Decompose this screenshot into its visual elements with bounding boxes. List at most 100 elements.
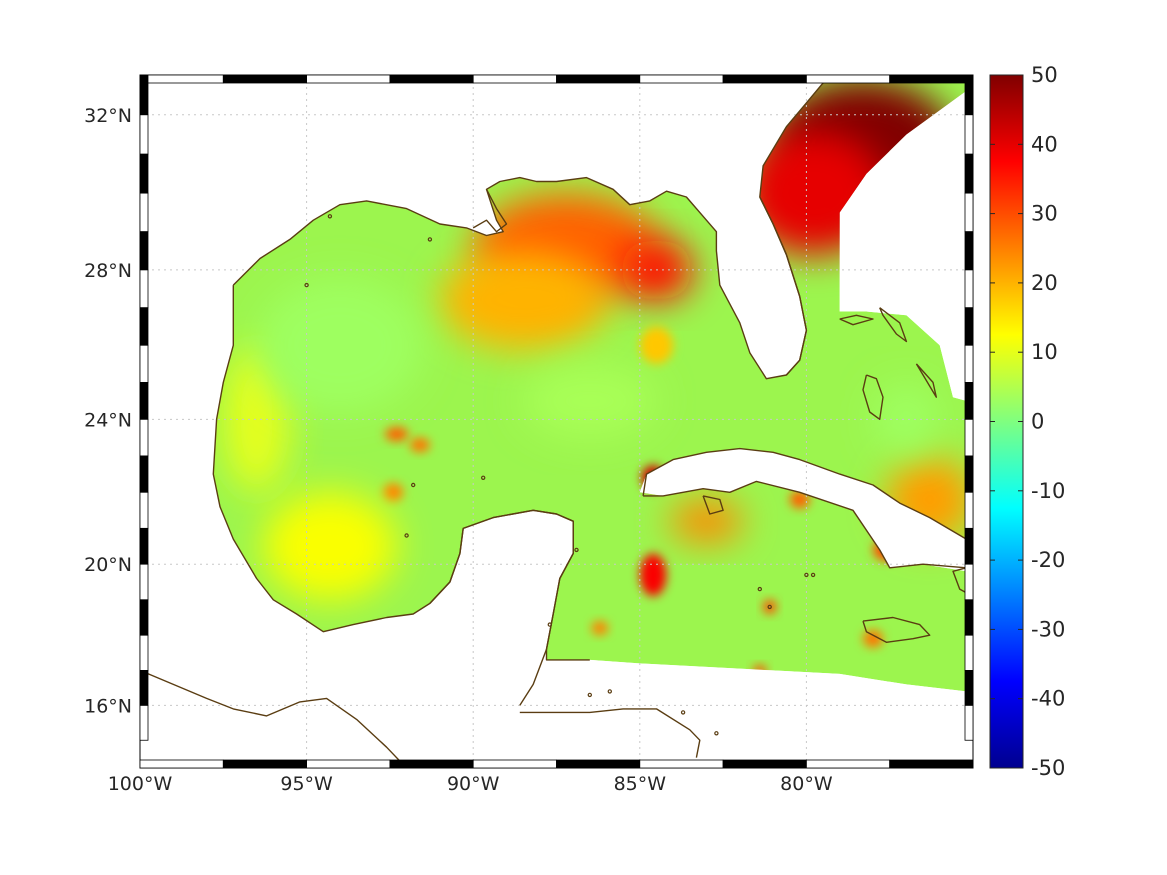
longitude-tick-label: 80°W — [780, 773, 833, 795]
frame-segment-bottom — [722, 759, 807, 769]
coastline-mississippi-delta — [472, 188, 508, 233]
anomaly-blob-17 — [863, 629, 883, 648]
frame-segment-top — [806, 74, 891, 84]
frame-segment-left — [139, 418, 149, 457]
islet-10 — [714, 731, 719, 736]
islet-5 — [547, 622, 553, 627]
longitude-tick-labels: 100°W 95°W 90°W 85°W 80°W — [108, 773, 833, 795]
latitude-tick-labels: 32°N 28°N 24°N 20°N 16°N — [84, 105, 132, 718]
colorbar-tick-label: 10 — [1031, 340, 1058, 364]
colorbar-tick-label: 50 — [1031, 63, 1058, 87]
islet-7 — [481, 475, 486, 480]
coastline-jamaica — [862, 616, 931, 643]
frame-segment-right — [964, 634, 974, 671]
colorbar-tick-label: -10 — [1031, 479, 1065, 503]
longitude-tick-label: 95°W — [280, 773, 333, 795]
colorbar-tick-labels: 50 40 30 20 10 0 -10 -20 -30 -40 -50 — [990, 63, 1065, 780]
coastline-andros — [862, 374, 884, 420]
frame-segment-left — [139, 307, 149, 346]
colorbar: 50 40 30 20 10 0 -10 -20 -30 -40 -50 — [989, 63, 1065, 780]
frame-segment-bottom — [222, 759, 308, 769]
frame-segment-right — [964, 192, 974, 233]
anomaly-blob-7 — [669, 499, 744, 543]
frame-segment-left — [139, 74, 149, 116]
anomaly-blob-22 — [523, 363, 657, 438]
anomaly-blob-18 — [263, 492, 397, 601]
colorbar-tick-label: 40 — [1031, 132, 1058, 156]
anomaly-blob-14 — [763, 599, 777, 615]
anomaly-blob-21 — [256, 277, 424, 414]
frame-segment-bottom — [806, 759, 891, 769]
anomaly-blob-20 — [873, 382, 940, 457]
frame-segment-left — [139, 563, 149, 601]
frame-segment-right — [964, 74, 974, 116]
anomaly-blobs — [223, 79, 967, 676]
anomaly-blob-10 — [384, 426, 409, 442]
colorbar-tick-label: 0 — [1031, 410, 1044, 434]
islet-4 — [574, 547, 579, 553]
frame-segment-top — [639, 74, 724, 84]
islet-11 — [607, 689, 613, 694]
colorbar-tick-label: 20 — [1031, 271, 1058, 295]
frame-segment-top — [472, 74, 557, 84]
frame-segment-right — [964, 153, 974, 194]
colorbar-tick-label: 30 — [1031, 202, 1058, 226]
islet-2 — [804, 572, 809, 578]
frame-segment-top — [306, 74, 391, 84]
islet-3 — [810, 572, 816, 578]
map-frame — [139, 74, 974, 769]
islet-1 — [757, 586, 763, 592]
colorbar-tick-label: -50 — [1031, 756, 1065, 780]
frame-segment-bottom — [472, 759, 557, 769]
frame-segment-left — [139, 114, 149, 155]
latitude-tick-label: 28°N — [84, 260, 132, 282]
colorbar-tick-label: -40 — [1031, 687, 1065, 711]
anomaly-blob-11 — [409, 437, 430, 453]
anomaly-blob-23 — [639, 326, 674, 364]
frame-segment-top — [222, 74, 308, 84]
islet-9 — [680, 710, 686, 715]
map-axes: 100°W 95°W 90°W 85°W 80°W 32°N 28°N 24°N 20°N 16… — [84, 74, 974, 795]
islet-13 — [304, 282, 309, 288]
islet-8 — [404, 533, 409, 538]
frame-segment-right — [964, 599, 974, 636]
frame-segment-left — [139, 231, 149, 271]
coastline-central-america — [140, 669, 401, 762]
islet-6 — [411, 482, 416, 488]
frame-segment-right — [964, 455, 974, 493]
coastline-florida-atlantic — [759, 75, 831, 376]
frame-segment-left — [139, 599, 149, 636]
frame-segment-right — [964, 418, 974, 457]
anomaly-blob-6 — [639, 553, 667, 597]
frame-segment-left — [139, 527, 149, 565]
frame-segment-bottom — [639, 759, 724, 769]
frame-segment-left — [139, 491, 149, 529]
frame-segment-right — [964, 670, 974, 706]
anomaly-blob-4 — [439, 250, 607, 350]
islet-12 — [587, 692, 593, 698]
frame-segment-top — [389, 74, 474, 84]
frame-segment-left — [139, 705, 149, 741]
frame-segment-bottom — [306, 759, 391, 769]
latitude-tick-label: 16°N — [84, 695, 132, 717]
frame-segment-left — [139, 382, 149, 420]
frame-segment-left — [139, 344, 149, 383]
frame-segment-top — [556, 74, 641, 84]
frame-segment-right — [964, 491, 974, 529]
anomaly-blob-13 — [789, 490, 810, 509]
map-gridlines — [140, 75, 973, 768]
coastline-eleuthera — [915, 363, 937, 398]
colorbar-gradient — [989, 74, 1024, 769]
coastline-honduras — [519, 708, 701, 758]
coastline-grand-bahama — [839, 314, 874, 326]
coastline-abaco — [879, 307, 908, 343]
frame-segment-left — [139, 670, 149, 706]
islet-15 — [427, 237, 433, 242]
colorbar-tick-label: -20 — [1031, 548, 1065, 572]
longitude-tick-label: 100°W — [108, 773, 173, 795]
coastline-isla-de-la-juventud — [702, 495, 724, 515]
frame-segment-left — [139, 269, 149, 309]
islet-14 — [327, 214, 333, 219]
latitude-tick-label: 24°N — [84, 409, 132, 431]
